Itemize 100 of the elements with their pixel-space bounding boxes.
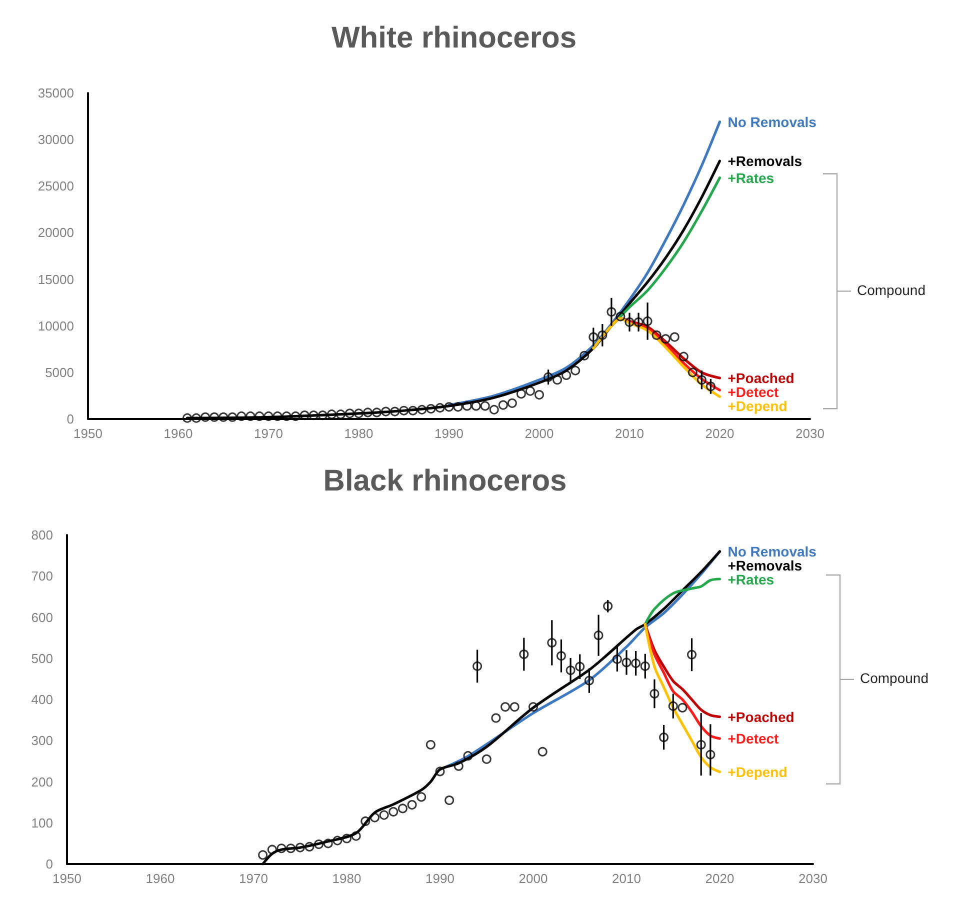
point bbox=[491, 713, 501, 723]
point bbox=[528, 702, 538, 712]
point bbox=[370, 812, 380, 822]
x-tick-label: 1960 bbox=[146, 871, 175, 886]
point bbox=[556, 651, 566, 661]
y-tick-label: 0 bbox=[46, 856, 53, 872]
x-tick-label: 1970 bbox=[254, 426, 283, 441]
point bbox=[408, 406, 418, 416]
point bbox=[332, 836, 342, 846]
point bbox=[276, 844, 286, 854]
point bbox=[706, 750, 716, 760]
y-tick-label: 600 bbox=[31, 610, 53, 625]
series-label: No Removals bbox=[728, 543, 817, 560]
point bbox=[182, 413, 192, 423]
point bbox=[267, 844, 277, 854]
point bbox=[416, 792, 426, 802]
point bbox=[547, 638, 557, 648]
point bbox=[314, 840, 324, 850]
x-tick-label: 2030 bbox=[796, 426, 824, 441]
y-tick-label: 700 bbox=[31, 568, 53, 584]
line-series bbox=[644, 578, 722, 626]
y-tick-label: 10000 bbox=[38, 318, 74, 334]
point bbox=[390, 406, 400, 416]
point bbox=[363, 408, 373, 418]
series-label: +Depend bbox=[728, 398, 788, 414]
point bbox=[640, 661, 650, 671]
y-tick-label: 15000 bbox=[38, 272, 74, 287]
y-tick-label: 100 bbox=[31, 815, 53, 830]
point bbox=[516, 389, 526, 399]
point bbox=[584, 676, 594, 686]
point bbox=[696, 740, 706, 750]
x-tick-label: 2020 bbox=[705, 871, 734, 886]
point bbox=[489, 404, 499, 414]
point bbox=[290, 411, 300, 421]
x-tick-label: 2020 bbox=[705, 426, 734, 441]
chart-title: White rhinoceros bbox=[331, 22, 577, 54]
point bbox=[254, 411, 264, 421]
x-tick-label: 2000 bbox=[518, 871, 548, 886]
point bbox=[687, 650, 697, 660]
series-label: +Detect bbox=[728, 730, 780, 747]
point bbox=[218, 412, 228, 422]
point bbox=[566, 666, 576, 676]
point bbox=[622, 658, 632, 668]
point bbox=[323, 838, 333, 848]
point bbox=[575, 662, 585, 672]
point bbox=[192, 413, 202, 423]
point bbox=[498, 400, 508, 410]
point bbox=[688, 368, 698, 378]
point bbox=[538, 746, 548, 756]
point bbox=[388, 807, 398, 817]
point bbox=[286, 844, 296, 854]
y-tick-label: 20000 bbox=[38, 225, 74, 240]
point bbox=[258, 850, 268, 860]
point bbox=[472, 661, 482, 671]
point bbox=[435, 766, 445, 776]
point bbox=[642, 316, 652, 326]
x-tick-label: 1980 bbox=[332, 871, 362, 886]
series-label: +Rates bbox=[728, 170, 774, 186]
point bbox=[594, 630, 604, 640]
point bbox=[236, 411, 246, 421]
point bbox=[510, 702, 520, 712]
y-tick-label: 35000 bbox=[38, 86, 74, 100]
point bbox=[668, 701, 678, 711]
y-tick-label: 300 bbox=[31, 733, 53, 748]
point bbox=[482, 754, 492, 764]
line-series bbox=[644, 622, 722, 774]
point bbox=[562, 370, 572, 380]
point bbox=[580, 350, 590, 360]
point bbox=[399, 406, 409, 416]
series-label: No Removals bbox=[728, 114, 817, 130]
point bbox=[444, 402, 454, 412]
point bbox=[200, 412, 210, 422]
point bbox=[351, 831, 361, 841]
x-tick-label: 1990 bbox=[434, 426, 464, 441]
point bbox=[407, 800, 417, 810]
point bbox=[652, 330, 662, 340]
point bbox=[603, 601, 613, 611]
point bbox=[588, 332, 598, 342]
point bbox=[525, 386, 535, 396]
x-tick-label: 2030 bbox=[798, 871, 828, 886]
point bbox=[463, 751, 473, 761]
y-tick-label: 30000 bbox=[38, 132, 74, 148]
point bbox=[624, 317, 634, 327]
point bbox=[398, 804, 408, 814]
series-label: +Detect bbox=[728, 384, 780, 400]
point bbox=[678, 352, 688, 362]
point bbox=[598, 330, 608, 340]
point bbox=[228, 412, 238, 422]
point bbox=[326, 410, 336, 420]
x-tick-label: 1950 bbox=[74, 426, 102, 441]
point bbox=[471, 401, 481, 411]
point bbox=[696, 375, 706, 385]
point bbox=[417, 404, 427, 414]
point bbox=[308, 410, 318, 420]
point bbox=[372, 408, 382, 418]
point bbox=[444, 796, 454, 806]
series-label: +Removals bbox=[728, 152, 802, 169]
x-tick-label: 2010 bbox=[615, 426, 644, 441]
point bbox=[507, 398, 517, 408]
text: Compound bbox=[860, 670, 928, 686]
